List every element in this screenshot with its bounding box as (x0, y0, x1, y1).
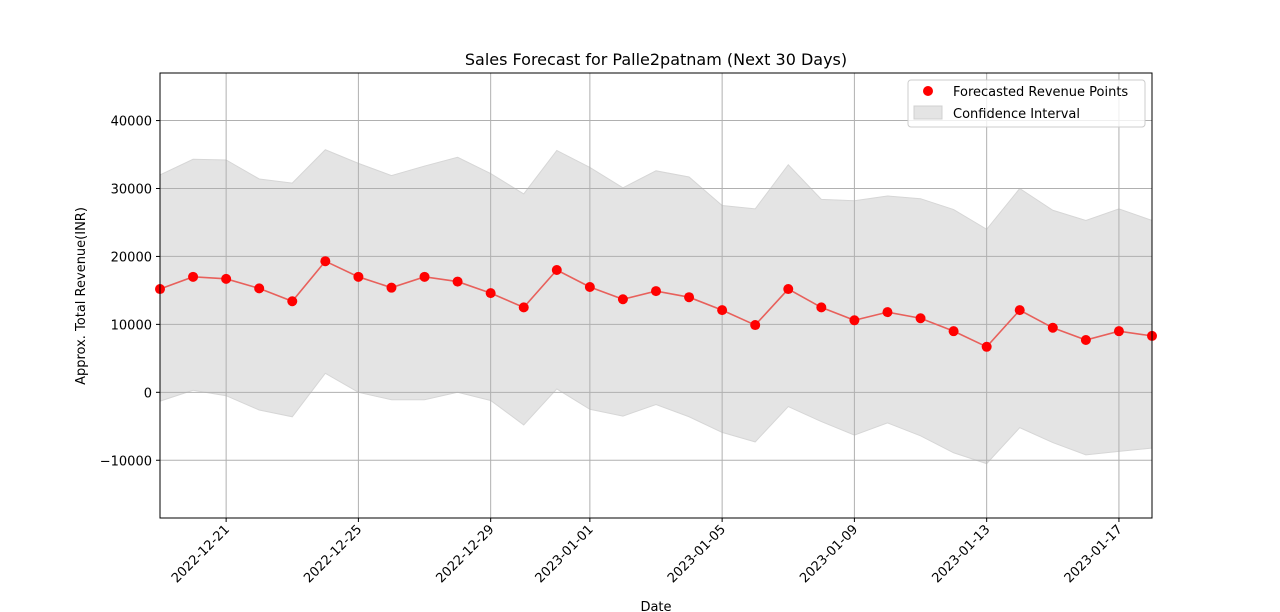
forecast-point (783, 284, 794, 295)
forecast-point (518, 302, 529, 313)
y-tick-label: 40000 (111, 115, 152, 130)
plot-frame (159, 72, 1153, 519)
forecast-point (1080, 335, 1091, 345)
y-tick-label: 0 (144, 386, 152, 401)
plot-area (155, 72, 1157, 519)
forecast-point (386, 282, 397, 293)
forecast-point (915, 313, 926, 324)
x-tick-label: 2023-01-05 (665, 522, 729, 586)
chart-title: Sales Forecast for Palle2patnam (Next 30… (465, 50, 847, 69)
y-tick-label: 10000 (111, 318, 152, 333)
forecast-point (254, 283, 265, 294)
legend-box (907, 79, 1146, 128)
x-tick-label: 2023-01-01 (533, 522, 597, 586)
legend: Forecasted Revenue Points Confidence Int… (907, 79, 1146, 128)
forecast-point (981, 341, 992, 352)
forecast-point (882, 307, 893, 318)
x-tick-label: 2023-01-13 (929, 522, 993, 586)
y-axis-label: Approx. Total Revenue(INR) (74, 207, 89, 385)
forecast-point (320, 256, 331, 267)
forecast-point (353, 271, 364, 282)
forecast-point (1113, 326, 1124, 337)
y-tick-label: 20000 (111, 250, 152, 265)
x-tick-label: 2022-12-25 (301, 522, 365, 586)
y-tick-label: −10000 (100, 454, 152, 469)
forecast-point (188, 271, 199, 282)
forecast-point (221, 273, 232, 284)
legend-marker-forecast (923, 86, 933, 96)
forecast-point (684, 292, 695, 303)
forecast-point (419, 271, 430, 282)
x-axis-ticks: 2022-12-21 2022-12-25 2022-12-29 2023-01-01… (169, 518, 1126, 586)
x-tick-label: 2022-12-21 (169, 522, 233, 586)
x-tick-label: 2022-12-29 (433, 522, 497, 586)
x-tick-label: 2023-01-09 (797, 522, 861, 586)
confidence-interval-band (159, 149, 1153, 465)
forecast-point (452, 276, 463, 287)
forecast-point (816, 302, 827, 313)
legend-label-confidence: Confidence Interval (953, 107, 1080, 122)
forecast-point (551, 265, 562, 276)
forecast-point (287, 296, 298, 307)
forecast-point (617, 294, 628, 305)
forecast-point (584, 282, 595, 293)
y-axis-ticks: −10000 0 10000 20000 30000 40000 (100, 115, 160, 469)
forecast-point (1047, 322, 1058, 333)
x-axis-label: Date (640, 600, 671, 612)
forecast-point (948, 326, 959, 337)
y-tick-label: 30000 (111, 182, 152, 197)
confidence-band-layer (159, 149, 1153, 465)
legend-label-forecast: Forecasted Revenue Points (953, 85, 1128, 100)
forecast-point (485, 288, 496, 299)
legend-swatch-confidence (913, 105, 943, 120)
forecast-point (849, 315, 860, 326)
forecast-point (717, 305, 728, 316)
forecast-point (750, 320, 761, 331)
forecast-point (651, 286, 661, 297)
forecast-point (1014, 305, 1025, 316)
x-tick-label: 2023-01-17 (1062, 522, 1126, 586)
forecast-points-layer (155, 256, 1157, 352)
